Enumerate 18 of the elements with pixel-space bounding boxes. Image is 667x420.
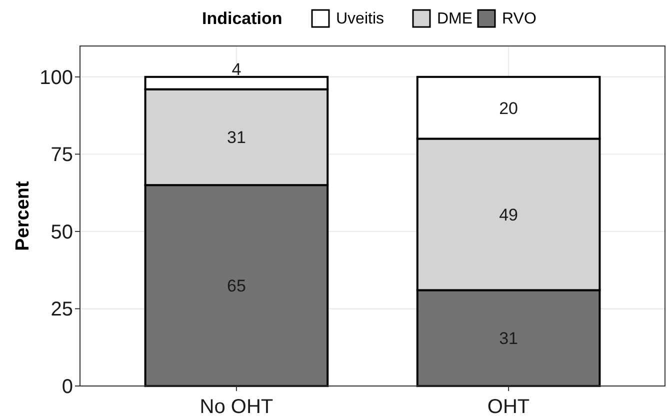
y-tick-label: 25 <box>50 298 73 321</box>
data-label: 31 <box>226 128 246 148</box>
legend-label: RVO <box>502 10 536 28</box>
x-tick-label: No OHT <box>200 396 274 418</box>
y-tick-label: 50 <box>50 221 73 244</box>
data-label: 31 <box>499 329 518 348</box>
data-label: 65 <box>226 276 246 296</box>
legend-title: Indication <box>202 8 282 28</box>
data-label: 49 <box>499 205 518 224</box>
y-tick-label: 100 <box>40 66 73 89</box>
x-tick-label: OHT <box>487 396 530 418</box>
y-axis-title: Percent <box>12 180 34 251</box>
data-label: 4 <box>232 60 242 79</box>
legend-label: Uveitis <box>336 10 384 28</box>
y-tick-label: 0 <box>62 376 73 398</box>
data-label: 20 <box>499 98 518 118</box>
legend-label: DME <box>437 10 473 28</box>
y-tick-label: 75 <box>50 144 73 166</box>
